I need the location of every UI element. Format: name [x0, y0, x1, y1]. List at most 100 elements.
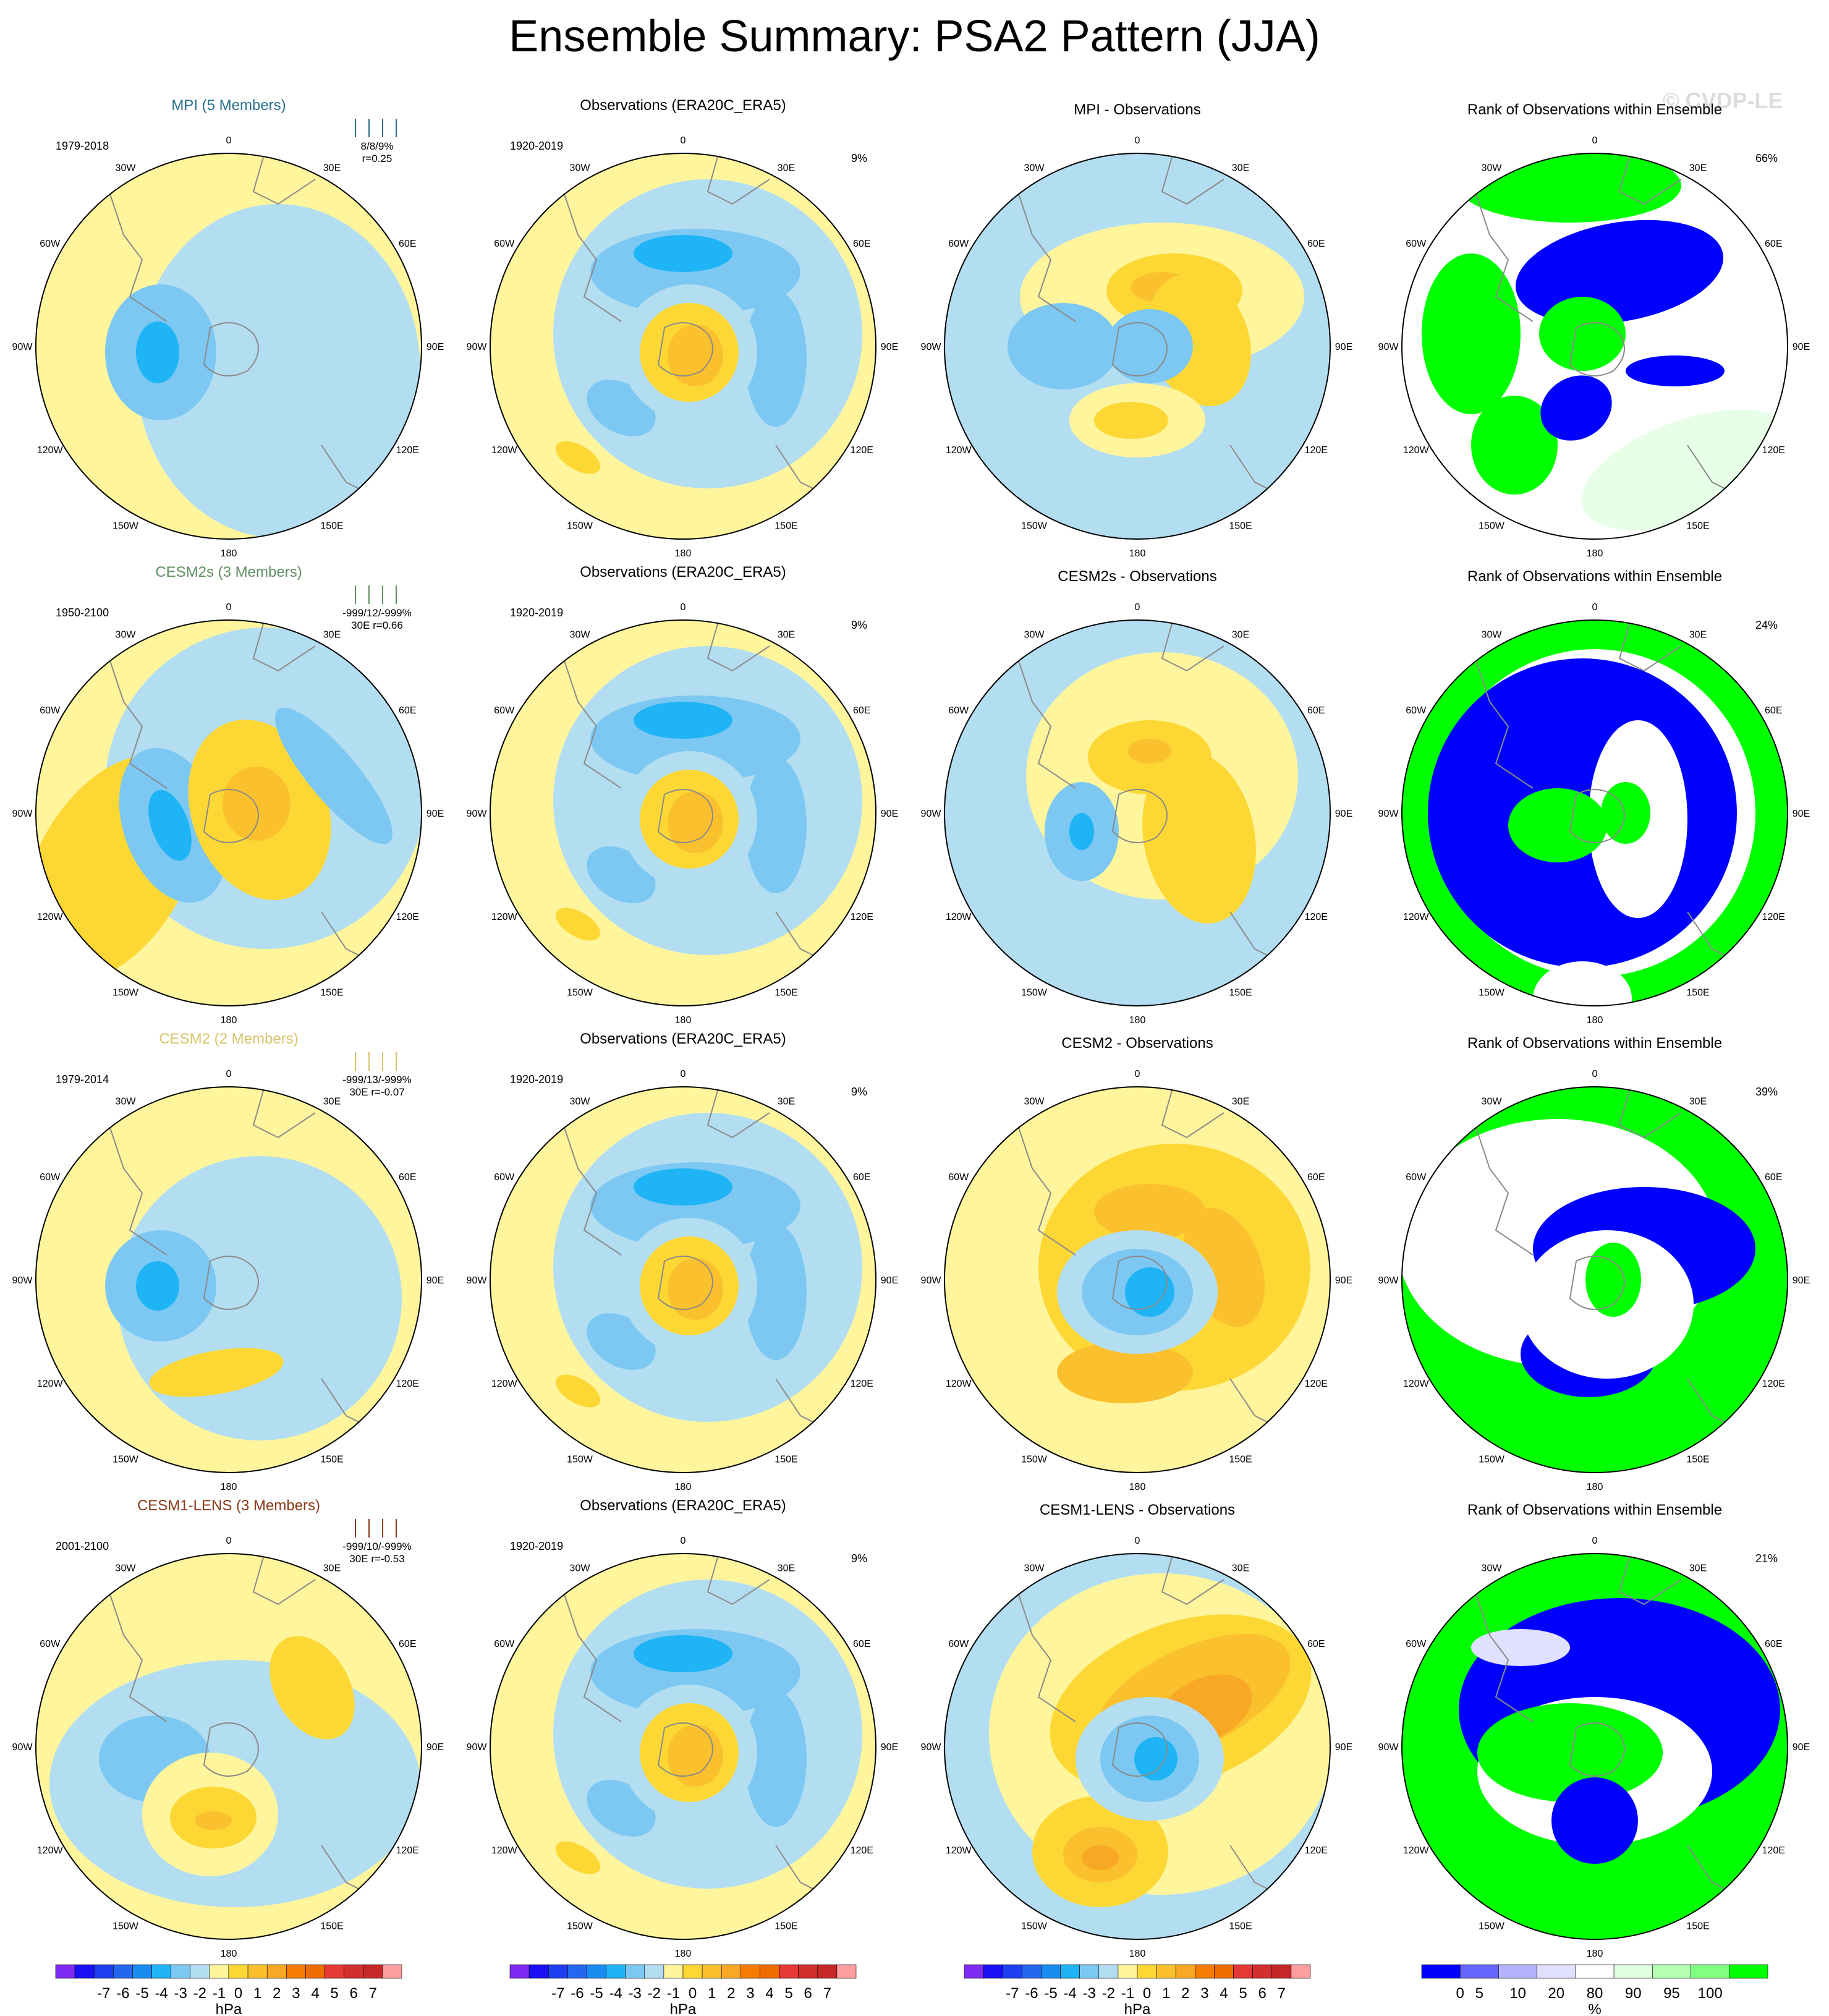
rank-map-3-lon-label-9: 90W	[1378, 1742, 1399, 1753]
rank-map-3-south-america	[1464, 1560, 1534, 1722]
model-map-2-lon-label-0: 0	[226, 1069, 232, 1079]
model-map-3-y3	[195, 1811, 232, 1830]
diff-map-0-south-america	[1007, 160, 1076, 322]
model-title-2: CESM2 (2 Members)	[159, 1031, 298, 1047]
colorbar-hpa-0-swatch-4	[132, 1964, 152, 1979]
colorbar-hpa-2-label-11: 4	[1220, 1985, 1228, 2002]
rank-map-1-lon-label-5: 150E	[1686, 987, 1709, 998]
rank-map-0-b1	[1516, 219, 1723, 325]
obs-map-2-lon-label-1: 30E	[778, 1097, 795, 1107]
model-map-1-lon-label-7: 150W	[112, 987, 139, 998]
colorbar-hpa-0-swatch-11	[266, 1964, 287, 1979]
obs-map-3-lon-label-7: 150W	[567, 1921, 593, 1931]
colorbar-hpa-1-swatch-14	[779, 1964, 799, 1979]
diff-map-1-lon-label-3: 90E	[1335, 809, 1352, 819]
diff-map-2-lon-label-2: 60E	[1307, 1172, 1325, 1183]
colorbar-hpa-2-unit: hPa	[1124, 2001, 1151, 2016]
colorbar-hpa-1-label-4: -3	[629, 1985, 642, 2002]
colorbar-hpa-0-label-3: -4	[155, 1985, 168, 2002]
colorbar-hpa-2-swatch-5	[1060, 1964, 1080, 1979]
obs-map-2-lon-label-7: 150W	[567, 1454, 593, 1465]
model-map-0-field	[36, 153, 422, 539]
model-map-3-lon-label-6: 180	[221, 1949, 237, 1959]
obs-map-1-b3	[634, 702, 732, 739]
colorbar-rank-swatch-7	[1691, 1964, 1730, 1979]
colorbar-hpa-0-swatch-16	[363, 1964, 383, 1979]
rank-map-3-africa	[1618, 1554, 1682, 1606]
diff-map-0-lon-label-11: 30W	[1024, 163, 1045, 174]
rank-map-3-antarctica	[1569, 1722, 1625, 1777]
colorbar-hpa-1-swatch-10	[702, 1964, 722, 1979]
diff-map-0-lon-label-8: 120W	[946, 445, 972, 456]
colorbar-rank-label-1: 5	[1475, 1985, 1483, 2002]
colorbar-hpa-1-swatch-6	[625, 1964, 645, 1979]
diff-map-1-lon-label-8: 120W	[946, 912, 972, 922]
diff-map-1-lon-label-9: 90W	[921, 809, 942, 819]
model-period-3: 2001-2100	[56, 1540, 109, 1552]
model-map-3-antarctica	[203, 1722, 259, 1777]
obs-map-1-b5	[745, 757, 807, 893]
colorbar-hpa-1-swatch-13	[760, 1964, 779, 1979]
model-map-1-lon-label-0: 0	[226, 602, 232, 613]
rank-pct-3: 21%	[1755, 1552, 1778, 1565]
rank-map-0-lon-label-9: 90W	[1378, 342, 1399, 352]
diff-map-1-lon-label-0: 0	[1135, 602, 1140, 613]
obs-map-0-b5	[745, 291, 807, 427]
model-map-1-south-america	[98, 627, 168, 789]
colorbar-hpa-2-swatch-17	[1291, 1964, 1311, 1979]
diff-map-1-south-america	[1007, 627, 1076, 789]
obs-map-2-antarctica	[657, 1256, 713, 1310]
obs-map-0-lon-label-7: 150W	[567, 521, 593, 531]
colorbar-hpa-0-swatch-15	[344, 1964, 364, 1979]
model-map-2-lon-label-10: 60W	[40, 1172, 61, 1183]
colorbar-hpa-2-swatch-15	[1252, 1964, 1273, 1979]
rank-map-0-lon-label-7: 150W	[1479, 521, 1505, 531]
obs-map-3-b3	[634, 1635, 732, 1672]
diff-map-2-lon-label-5: 150E	[1229, 1454, 1252, 1465]
rank-map-3-lon-label-5: 150E	[1686, 1921, 1709, 1931]
colorbar-hpa-0-swatch-3	[113, 1964, 133, 1979]
colorbar-hpa-2-swatch-1	[983, 1964, 1003, 1979]
diff-map-3-lon-label-11: 30W	[1024, 1563, 1045, 1574]
rank-map-0-g4	[1539, 297, 1626, 371]
rank-map-0-lon-label-5: 150E	[1686, 521, 1709, 531]
model-map-0-lon-label-2: 60E	[399, 239, 416, 249]
rank-map-1-lon-label-9: 90W	[1378, 809, 1399, 819]
model-map-2-lon-label-4: 120E	[396, 1379, 419, 1389]
colorbar-hpa-1-swatch-0	[509, 1964, 530, 1979]
rank-map-0-lon-label-4: 120E	[1762, 445, 1785, 456]
obs-pct-2: 9%	[851, 1086, 867, 1098]
obs-map-0-africa	[707, 153, 770, 205]
colorbar-hpa-0-label-8: 1	[253, 1985, 261, 2002]
rank-map-2-lon-label-5: 150E	[1686, 1454, 1709, 1465]
rank-map-3-border	[1401, 1553, 1788, 1940]
rank-map-2-border	[1401, 1086, 1788, 1473]
rank-map-1-field	[1402, 620, 1788, 1006]
obs-map-1-lon-label-2: 60E	[853, 705, 870, 716]
rank-map-3-g2	[1477, 1703, 1663, 1802]
obs-map-3-lon-label-0: 0	[681, 1536, 686, 1546]
obs-map-1-lon-label-5: 150E	[774, 987, 797, 998]
obs-map-1-lon-label-11: 30W	[570, 630, 591, 640]
model-map-2-lon-label-8: 120W	[37, 1379, 64, 1389]
rank-pct-2: 39%	[1755, 1086, 1778, 1098]
diff-map-0-lon-label-4: 120E	[1305, 445, 1328, 456]
obs-map-2-field	[490, 1087, 876, 1473]
diff-map-2-lon-label-8: 120W	[946, 1379, 972, 1389]
obs-map-0-lon-label-1: 30E	[778, 163, 795, 174]
model-map-1-lon-label-1: 30E	[323, 630, 341, 640]
obs-pct-3: 9%	[851, 1552, 867, 1565]
model-stats2-0: r=0.25	[362, 153, 393, 164]
obs-map-3-lon-label-10: 60W	[494, 1639, 515, 1649]
obs-map-2-africa	[707, 1087, 770, 1139]
diff-title-1: CESM2s - Observations	[1058, 568, 1216, 585]
obs-map-0-lon-label-0: 0	[681, 135, 686, 146]
obs-map-1-lon-label-7: 150W	[567, 987, 593, 998]
diff-map-3-africa	[1161, 1554, 1224, 1606]
diff-map-3-lon-label-3: 90E	[1335, 1742, 1352, 1753]
model-map-3-lon-label-9: 90W	[12, 1742, 33, 1753]
rank-map-3-lon-label-3: 90E	[1793, 1742, 1810, 1753]
model-map-0-africa	[252, 153, 316, 205]
obs-map-0-lon-label-11: 30W	[570, 163, 591, 174]
colorbar-hpa-2-label-0: -7	[1006, 1985, 1019, 2002]
